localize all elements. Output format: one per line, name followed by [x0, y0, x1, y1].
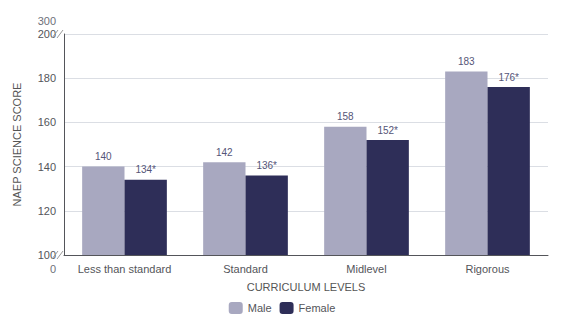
svg-text:300: 300 — [38, 15, 56, 27]
svg-text:134*: 134* — [135, 164, 156, 175]
svg-text:Less than standard: Less than standard — [78, 263, 172, 275]
svg-text:Midlevel: Midlevel — [346, 263, 386, 275]
svg-text:CURRICULUM LEVELS: CURRICULUM LEVELS — [247, 281, 366, 293]
svg-text:158: 158 — [337, 111, 354, 122]
svg-text:Standard: Standard — [223, 263, 268, 275]
svg-text:176*: 176* — [498, 72, 519, 83]
svg-text:183: 183 — [458, 56, 475, 67]
svg-text:136*: 136* — [256, 160, 277, 171]
svg-text:160: 160 — [38, 116, 56, 128]
svg-text:120: 120 — [38, 205, 56, 217]
svg-text:142: 142 — [216, 147, 233, 158]
svg-text:0: 0 — [50, 263, 56, 275]
svg-text:Male: Male — [248, 302, 272, 314]
svg-text:180: 180 — [38, 72, 56, 84]
svg-text:Rigorous: Rigorous — [465, 263, 510, 275]
svg-text:100: 100 — [38, 249, 56, 261]
svg-text:152*: 152* — [377, 125, 398, 136]
svg-text:140: 140 — [95, 151, 112, 162]
svg-text:Female: Female — [299, 302, 336, 314]
svg-text:200: 200 — [38, 28, 56, 40]
svg-text:NAEP SCIENCE SCORE: NAEP SCIENCE SCORE — [11, 83, 23, 207]
svg-text:140: 140 — [38, 161, 56, 173]
